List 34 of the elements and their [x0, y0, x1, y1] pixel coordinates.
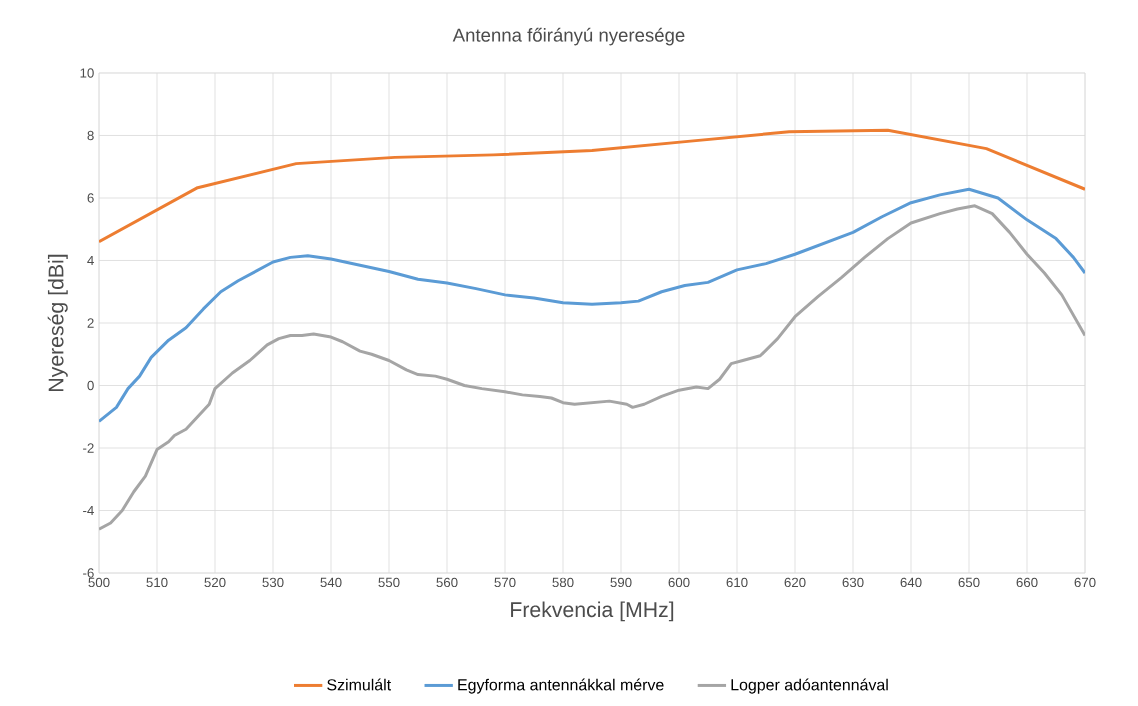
x-tick-label: 530 [262, 577, 284, 588]
legend-label: Egyforma antennákkal mérve [458, 678, 664, 694]
x-tick-label: 570 [494, 577, 516, 588]
chart-title: Antenna főirányú nyeresége [452, 27, 685, 46]
y-tick-label: 2 [87, 318, 94, 328]
y-tick-label: 10 [80, 68, 94, 78]
x-tick-label: 650 [958, 577, 980, 588]
x-tick-label: 610 [726, 577, 748, 588]
x-tick-label: 520 [204, 577, 226, 588]
y-axis-title: Nyereség [dBi] [47, 254, 68, 391]
x-tick-label: 500 [88, 577, 110, 588]
y-tick-label: -6 [83, 568, 94, 578]
y-tick-label: 0 [87, 380, 94, 391]
x-tick-label: 540 [320, 577, 342, 588]
x-tick-label: 630 [842, 577, 864, 588]
line-series [99, 128, 1086, 244]
x-tick-label: 660 [1016, 577, 1038, 588]
x-tick-label: 640 [900, 577, 922, 588]
x-tick-label: 600 [668, 577, 690, 588]
legend-label: Logper adóantennával [731, 678, 888, 694]
x-tick-label: 550 [378, 577, 400, 588]
x-tick-label: 560 [436, 577, 458, 588]
y-tick-label: 4 [87, 255, 94, 266]
y-tick-label: 6 [87, 193, 94, 203]
x-tick-label: 580 [552, 577, 574, 588]
y-tick-label: -4 [83, 505, 94, 516]
y-tick-label: 8 [87, 130, 94, 141]
x-tick-label: 510 [146, 577, 168, 588]
x-tick-label: 590 [610, 577, 632, 588]
y-tick-label: -2 [83, 443, 94, 453]
legend-label: Szimulált [327, 678, 392, 691]
x-tick-label: 670 [1074, 577, 1096, 588]
x-axis-title: Frekvencia [MHz] [511, 601, 674, 622]
x-tick-label: 620 [784, 577, 806, 588]
